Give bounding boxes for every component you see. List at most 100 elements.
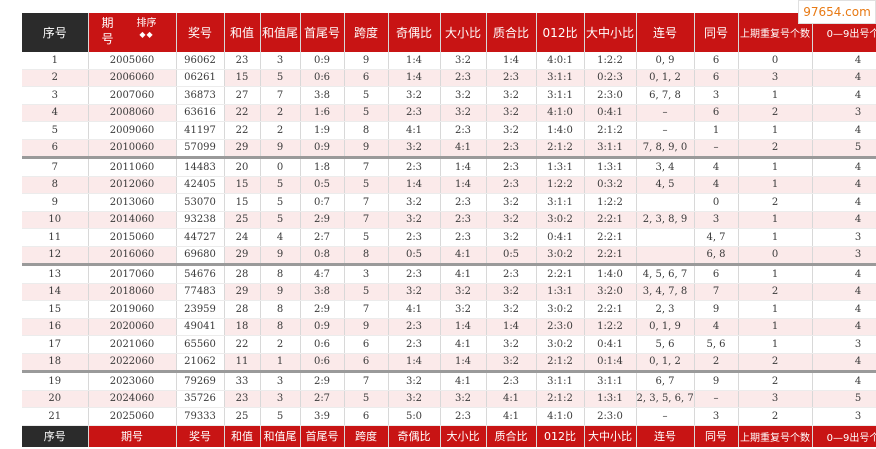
cell-big-mid-small: 0:4:1 — [584, 104, 637, 122]
cell-award: 36873 — [176, 86, 225, 105]
cell-consecutive: 7, 8, 9, 0 — [636, 139, 695, 159]
cell-award: 93238 — [176, 211, 225, 229]
cell-period: 2018060 — [88, 283, 177, 301]
cell-big-small: 2:3 — [440, 211, 487, 229]
cell-span: 7 — [344, 157, 389, 177]
cell-big-mid-small: 3:1:1 — [584, 371, 637, 391]
cell-odd-even: 3:2 — [388, 390, 441, 408]
cell-digits-0-9: 4 — [812, 176, 876, 194]
cell-span: 9 — [344, 139, 389, 159]
table-row: 14 2018060 77483 29 9 3:8 5 3:2 3:2 3:2 1:3:1 3:2:0… — [22, 283, 876, 301]
table-row: 18 2022060 21062 11 1 0:6 6 1:4 1:4 3:2 2:1:2 0:1:4… — [22, 353, 876, 373]
cell-index: 5 — [22, 121, 89, 140]
cell-same: 7 — [694, 283, 739, 301]
cell-odd-even: 2:3 — [388, 157, 441, 177]
cell-index: 13 — [22, 264, 89, 284]
cell-index: 3 — [22, 86, 89, 105]
cell-index: 7 — [22, 157, 89, 177]
table-body: 1 2005060 96062 23 3 0:9 9 1:4 3:2 1:4 4:0:1 1:2:2 0… — [22, 52, 876, 426]
cell-repeat-prev: 2 — [738, 104, 813, 122]
cell-prime-comp: 4:1 — [486, 407, 537, 426]
cell-span: 5 — [344, 228, 389, 247]
cell-prime-comp: 3:2 — [486, 104, 537, 122]
footer-sum-tail: 和值尾 — [260, 425, 301, 447]
cell-prime-comp: 0:5 — [486, 246, 537, 266]
header-big-small: 大小比 — [440, 13, 487, 52]
cell-consecutive: – — [636, 407, 695, 426]
cell-repeat-prev: 0 — [738, 52, 813, 70]
cell-consecutive — [636, 228, 695, 247]
cell-big-mid-small: 2:1:2 — [584, 121, 637, 140]
cell-big-small: 3:2 — [440, 300, 487, 319]
cell-consecutive: 0, 1, 2 — [636, 69, 695, 87]
cell-repeat-prev: 1 — [738, 264, 813, 284]
cell-award: 23959 — [176, 300, 225, 319]
cell-repeat-prev: 3 — [738, 69, 813, 87]
cell-repeat-prev: 2 — [738, 407, 813, 426]
table-row: 16 2020060 49041 18 8 0:9 9 2:3 1:4 1:4 2:3:0 1:2:2… — [22, 318, 876, 336]
cell-prime-comp: 3:2 — [486, 335, 537, 354]
header-sum: 和值 — [224, 13, 261, 52]
sort-button[interactable]: 排序 ◆◆ — [137, 18, 157, 40]
cell-big-small: 2:3 — [440, 121, 487, 140]
period-label-line1: 期 — [101, 16, 114, 30]
cell-repeat-prev: 2 — [738, 283, 813, 301]
cell-span: 7 — [344, 193, 389, 212]
table-row: 8 2012060 42405 15 5 0:5 5 1:4 1:4 2:3 1:2:2 0:3:2 4… — [22, 176, 876, 194]
cell-ratio-012: 0:4:1 — [536, 228, 585, 247]
footer-same: 同号 — [694, 425, 739, 447]
cell-period: 2009060 — [88, 121, 177, 140]
cell-sum: 29 — [224, 283, 261, 301]
cell-span: 5 — [344, 390, 389, 408]
footer-digits-0-9: 0—9出号个数 — [812, 425, 876, 447]
cell-sum-tail: 3 — [260, 390, 301, 408]
cell-head-tail: 1:8 — [300, 157, 345, 177]
cell-odd-even: 5:0 — [388, 407, 441, 426]
cell-digits-0-9: 4 — [812, 86, 876, 105]
cell-sum: 22 — [224, 104, 261, 122]
header-period[interactable]: 期 号 排序 ◆◆ — [88, 13, 177, 52]
cell-big-mid-small: 0:2:3 — [584, 69, 637, 87]
cell-head-tail: 0:9 — [300, 52, 345, 70]
period-header-wrap: 期 号 排序 ◆◆ — [89, 13, 176, 49]
cell-big-small: 2:3 — [440, 228, 487, 247]
cell-repeat-prev: 0 — [738, 246, 813, 266]
cell-digits-0-9: 4 — [812, 371, 876, 391]
cell-period: 2024060 — [88, 390, 177, 408]
footer-big-small: 大小比 — [440, 425, 487, 447]
cell-consecutive: 3, 4, 7, 8 — [636, 283, 695, 301]
cell-digits-0-9: 4 — [812, 121, 876, 140]
cell-sum-tail: 4 — [260, 228, 301, 247]
cell-sum-tail: 5 — [260, 193, 301, 212]
footer-odd-even: 奇偶比 — [388, 425, 441, 447]
table-row: 3 2007060 36873 27 7 3:8 5 3:2 3:2 3:2 3:1:1 2:3:0 6… — [22, 86, 876, 105]
cell-sum: 22 — [224, 335, 261, 354]
cell-head-tail: 0:7 — [300, 193, 345, 212]
cell-consecutive: 4, 5 — [636, 176, 695, 194]
cell-sum: 18 — [224, 318, 261, 336]
cell-ratio-012: 3:1:1 — [536, 69, 585, 87]
cell-head-tail: 2:7 — [300, 390, 345, 408]
cell-prime-comp: 3:2 — [486, 193, 537, 212]
cell-head-tail: 0:6 — [300, 335, 345, 354]
table-row: 2 2006060 06261 15 5 0:6 6 1:4 2:3 2:3 3:1:1 0:2:3 0… — [22, 69, 876, 87]
cell-repeat-prev: 1 — [738, 121, 813, 140]
cell-consecutive: 5, 6 — [636, 335, 695, 354]
cell-big-mid-small: 1:3:1 — [584, 390, 637, 408]
cell-odd-even: 4:1 — [388, 300, 441, 319]
cell-same: 3 — [694, 86, 739, 105]
cell-big-small: 1:4 — [440, 353, 487, 373]
cell-consecutive: 0, 1, 9 — [636, 318, 695, 336]
cell-ratio-012: 2:1:2 — [536, 390, 585, 408]
cell-index: 16 — [22, 318, 89, 336]
cell-big-mid-small: 2:3:0 — [584, 407, 637, 426]
cell-ratio-012: 3:1:1 — [536, 86, 585, 105]
cell-big-mid-small: 2:2:1 — [584, 211, 637, 229]
table-row: 9 2013060 53070 15 5 0:7 7 3:2 2:3 3:2 3:1:1 1:2:2 0… — [22, 193, 876, 212]
cell-odd-even: 2:3 — [388, 228, 441, 247]
cell-odd-even: 3:2 — [388, 211, 441, 229]
cell-repeat-prev: 2 — [738, 353, 813, 373]
cell-period: 2006060 — [88, 69, 177, 87]
cell-head-tail: 4:7 — [300, 264, 345, 284]
cell-sum: 33 — [224, 371, 261, 391]
